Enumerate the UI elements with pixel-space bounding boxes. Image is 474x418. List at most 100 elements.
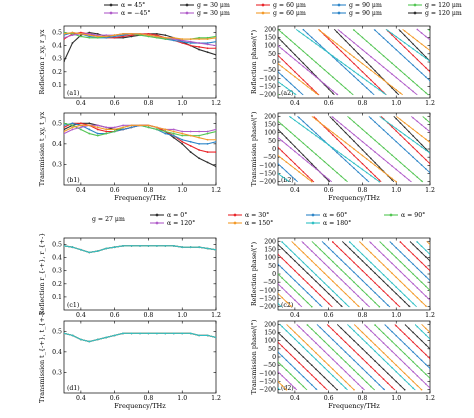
x-axis-label: Frequency/THz: [328, 402, 380, 410]
data-point: [79, 128, 82, 131]
phase-point: [289, 82, 292, 85]
phase-point: [289, 275, 292, 278]
phase-point: [327, 286, 330, 288]
data-point: [172, 332, 175, 335]
phase-point: [310, 250, 313, 252]
phase-point: [424, 363, 427, 366]
phase-point: [361, 128, 364, 131]
phase-point: [302, 174, 305, 176]
phase-point: [399, 368, 402, 371]
chart-panels: 0.4 0.6 0.8 1.0 1.2 0.1 0.2 0.3 0.4 0.5 Reflection…: [38, 25, 435, 410]
phase-point: [374, 360, 376, 362]
phase-point: [374, 272, 376, 274]
phase-point: [348, 44, 351, 46]
phase-point: [336, 93, 338, 96]
phase-point: [302, 125, 305, 128]
phase-point: [391, 282, 393, 284]
data-point: [64, 32, 65, 35]
phase-point: [319, 372, 322, 375]
x-tick-label: 0.4: [76, 395, 86, 402]
phase-point: [429, 331, 430, 334]
data-point: [172, 128, 175, 131]
data-point: [71, 128, 74, 131]
phase-point: [306, 256, 309, 258]
phase-point: [412, 156, 414, 158]
phase-point: [408, 288, 410, 291]
x-tick-label: 0.6: [110, 312, 120, 319]
phase-point: [420, 180, 423, 182]
phase-point: [399, 130, 402, 133]
phase-point: [289, 72, 292, 75]
phase-point: [395, 256, 398, 259]
phase-point: [336, 388, 338, 391]
phase-point: [298, 90, 300, 93]
legend-swatch-marker: [233, 221, 237, 225]
phase-point: [365, 257, 368, 260]
x-tick-label: 1.2: [425, 100, 435, 107]
phase-point: [429, 162, 430, 165]
data-point: [88, 34, 91, 37]
legend-entry-label: g = 60 μm: [273, 2, 306, 9]
phase-point: [416, 257, 419, 260]
phase-point: [281, 58, 284, 61]
phase-point: [327, 164, 330, 167]
phase-point: [344, 263, 347, 265]
data-point: [181, 140, 184, 143]
phase-point: [361, 289, 364, 292]
phase-point: [391, 272, 393, 274]
legend-swatch-marker: [337, 3, 341, 7]
phase-point: [336, 333, 338, 335]
phase-point: [336, 294, 338, 297]
phase-point: [323, 262, 326, 265]
data-point: [181, 332, 184, 335]
phase-point: [416, 68, 419, 70]
phase-point: [294, 348, 296, 350]
data-point: [164, 332, 167, 335]
plot-frame: [277, 25, 431, 99]
phase-point: [323, 33, 326, 35]
phase-point: [336, 119, 338, 122]
phase-point: [403, 175, 406, 178]
data-point: [139, 32, 141, 35]
phase-point: [302, 356, 305, 358]
phase-point: [357, 165, 360, 168]
x-tick-label: 0.4: [290, 395, 300, 402]
phase-point: [306, 124, 309, 127]
phase-point: [424, 327, 427, 330]
phase-point: [386, 121, 389, 124]
phase-point: [302, 120, 305, 123]
phase-point: [420, 51, 423, 54]
phase-point: [348, 375, 351, 377]
phase-point: [408, 38, 410, 41]
phase-point: [281, 257, 284, 260]
data-point: [113, 126, 116, 129]
phase-point: [348, 247, 351, 250]
phase-point: [374, 350, 376, 353]
phase-point: [319, 46, 322, 48]
phase-point: [310, 286, 313, 288]
phase-point: [278, 62, 279, 65]
phase-point: [302, 142, 305, 145]
phase-point: [412, 263, 414, 265]
data-point: [130, 32, 133, 35]
phase-point: [386, 174, 389, 176]
phase-point: [315, 254, 317, 256]
phase-point: [348, 150, 351, 153]
data-point: [88, 36, 91, 39]
phase-point: [336, 284, 338, 287]
phase-point: [294, 338, 296, 340]
y-tick-label: −100: [259, 370, 276, 377]
data-point: [206, 36, 209, 39]
phase-point: [285, 271, 288, 274]
data-point: [88, 35, 91, 38]
phase-point: [302, 268, 305, 270]
phase-point: [302, 154, 305, 156]
phase-point: [289, 55, 292, 57]
x-tick-label: 0.8: [358, 395, 368, 402]
data-point: [79, 126, 82, 129]
data-point: [198, 149, 201, 151]
phase-point: [336, 352, 338, 355]
data-point: [88, 340, 91, 343]
phase-point: [315, 153, 317, 156]
phase-point: [332, 280, 334, 283]
